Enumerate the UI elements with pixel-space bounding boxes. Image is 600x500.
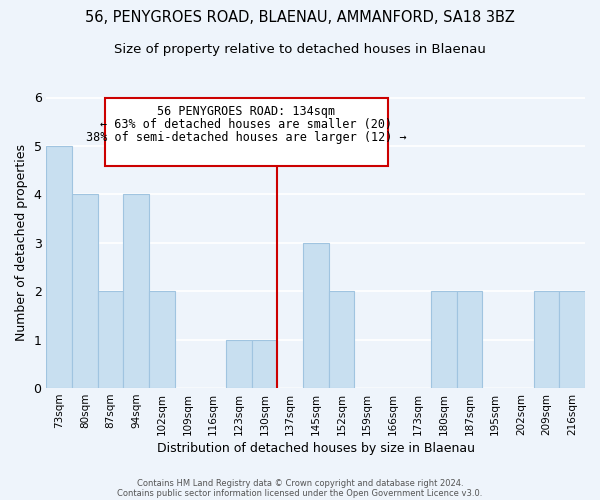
Bar [251, 340, 277, 388]
FancyBboxPatch shape [106, 98, 388, 166]
Y-axis label: Number of detached properties: Number of detached properties [15, 144, 28, 342]
Bar [559, 291, 585, 388]
Bar [226, 340, 251, 388]
Text: 56 PENYGROES ROAD: 134sqm: 56 PENYGROES ROAD: 134sqm [157, 104, 335, 118]
Text: ← 63% of detached houses are smaller (20): ← 63% of detached houses are smaller (20… [100, 118, 392, 130]
Text: Contains HM Land Registry data © Crown copyright and database right 2024.: Contains HM Land Registry data © Crown c… [137, 478, 463, 488]
Bar [534, 291, 559, 388]
Bar [457, 291, 482, 388]
Bar [329, 291, 354, 388]
Bar [46, 146, 72, 388]
Bar [98, 291, 124, 388]
Text: Size of property relative to detached houses in Blaenau: Size of property relative to detached ho… [114, 42, 486, 56]
Bar [431, 291, 457, 388]
X-axis label: Distribution of detached houses by size in Blaenau: Distribution of detached houses by size … [157, 442, 475, 455]
Bar [149, 291, 175, 388]
Bar [72, 194, 98, 388]
Bar [124, 194, 149, 388]
Text: 56, PENYGROES ROAD, BLAENAU, AMMANFORD, SA18 3BZ: 56, PENYGROES ROAD, BLAENAU, AMMANFORD, … [85, 10, 515, 25]
Text: 38% of semi-detached houses are larger (12) →: 38% of semi-detached houses are larger (… [86, 130, 407, 143]
Bar [303, 243, 329, 388]
Text: Contains public sector information licensed under the Open Government Licence v3: Contains public sector information licen… [118, 488, 482, 498]
